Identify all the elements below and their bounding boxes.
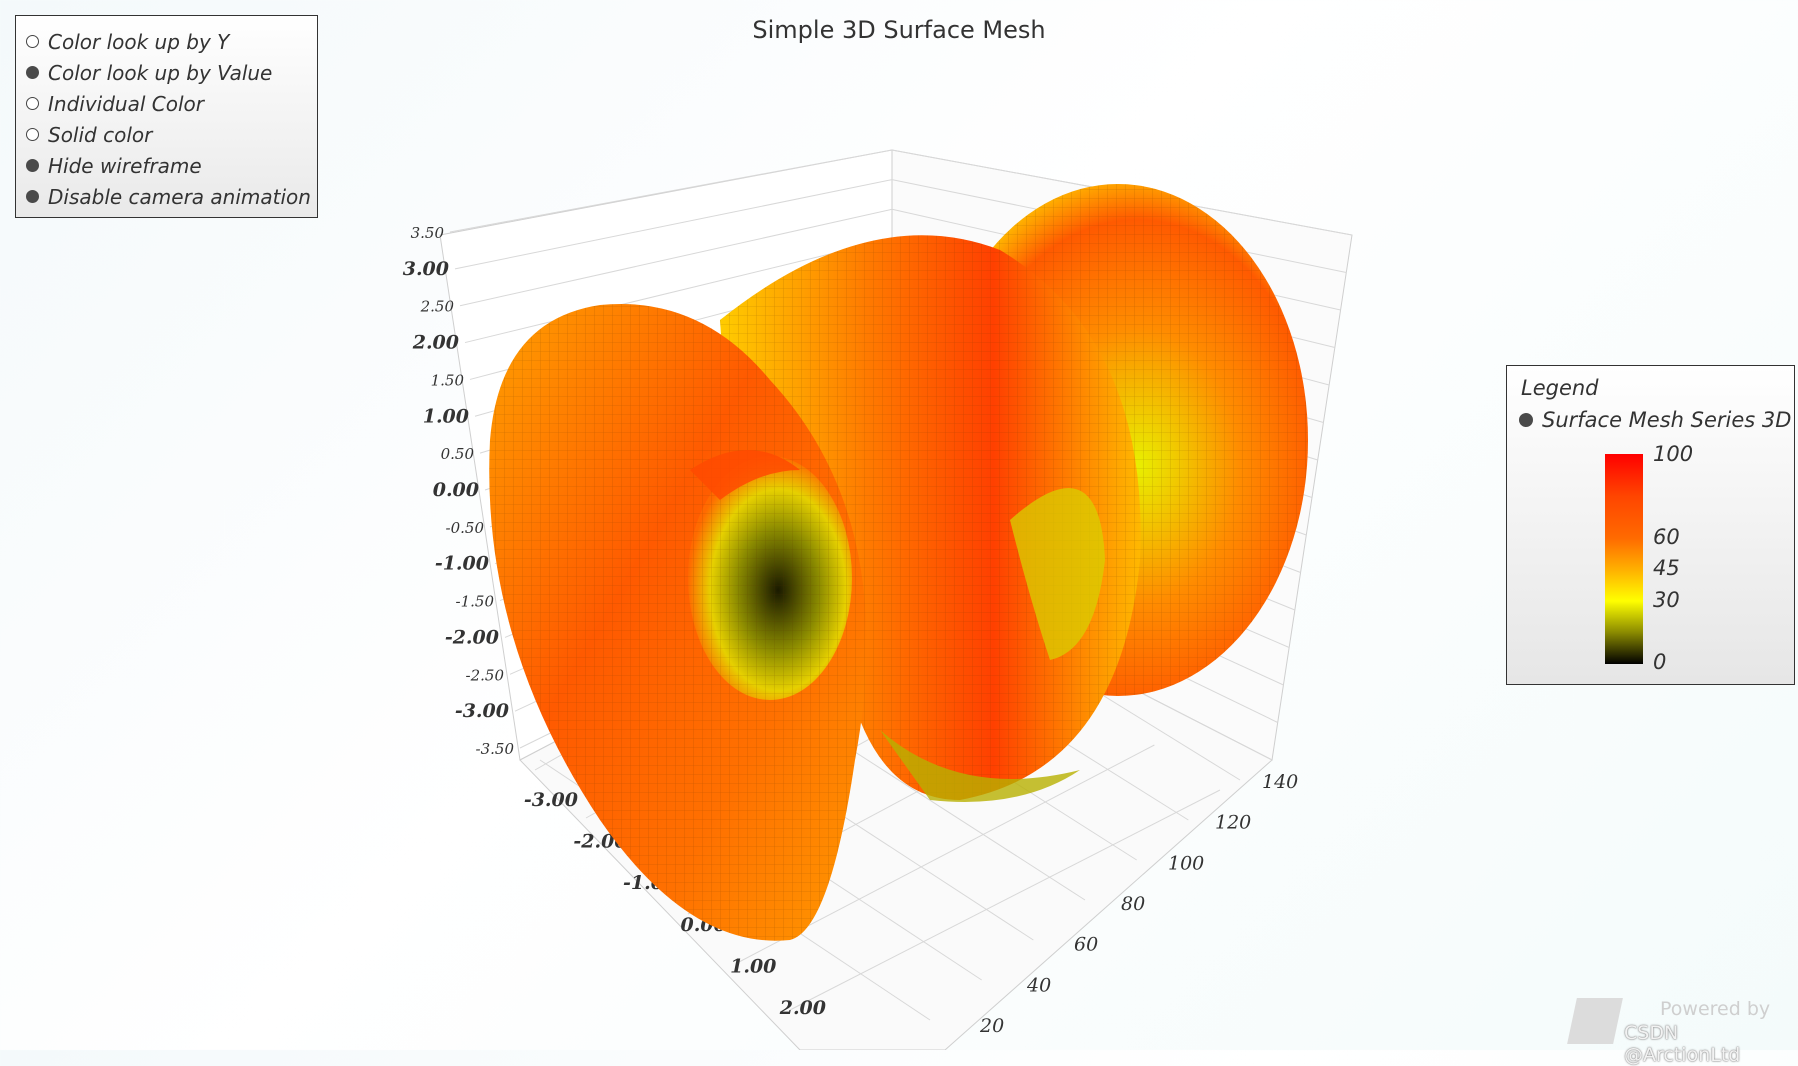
watermark-powered-text: Powered by	[1660, 998, 1771, 1020]
grid-line-y	[449, 149, 893, 233]
y-tick-label: 0.50	[441, 445, 475, 463]
z-tick-label: 60	[1074, 934, 1098, 956]
x-tick-label: 1.00	[730, 955, 776, 977]
checkbox-icon[interactable]	[26, 159, 39, 172]
y-tick-label: 1.50	[431, 371, 465, 389]
z-tick-label: 40	[1026, 974, 1051, 996]
surface-inner-highlight	[690, 450, 800, 500]
series-dot-icon	[1519, 413, 1533, 427]
color-scale-label-60: 60	[1653, 525, 1680, 549]
radio-icon[interactable]	[26, 66, 39, 79]
grid-line-y	[454, 179, 893, 270]
legend-title: Legend	[1521, 376, 1599, 400]
option-disable-camera-animation[interactable]: Disable camera animation	[26, 181, 317, 212]
option-solid-color[interactable]: Solid color	[26, 119, 317, 150]
arction-logo-icon	[1567, 998, 1623, 1044]
color-scale-bar	[1605, 454, 1643, 664]
z-tick-label: 120	[1215, 812, 1251, 834]
option-label: Disable camera animation	[48, 184, 311, 209]
y-tick-label: -1.00	[435, 553, 489, 575]
option-label: Color look up by Value	[48, 60, 273, 85]
y-tick-label: -0.50	[446, 519, 485, 537]
y-tick-label: 1.00	[423, 405, 469, 427]
y-tick-label: -1.50	[456, 593, 495, 611]
options-panel: Color look up by Y Color look up by Valu…	[15, 15, 318, 218]
y-tick-label: 0.00	[433, 479, 479, 501]
legend-series-label: Surface Mesh Series 3D	[1542, 408, 1792, 432]
option-label: Hide wireframe	[48, 153, 202, 178]
radio-icon[interactable]	[26, 97, 39, 110]
option-label: Individual Color	[48, 91, 204, 116]
color-scale-label-45: 45	[1653, 556, 1680, 580]
color-scale-label-100: 100	[1653, 442, 1694, 466]
surface-neck-shade	[1010, 488, 1105, 660]
option-label: Color look up by Y	[48, 29, 230, 54]
y-tick-label: 3.50	[411, 224, 445, 242]
watermark-credit-text: CSDN @ArctionLtd	[1624, 1022, 1741, 1066]
y-axis: 3.50 3.00 2.50 2.00 1.50 1.00 0.50 0.00 -0.50 -1.…	[403, 224, 515, 758]
z-tick-label: 140	[1262, 771, 1298, 793]
y-tick-label: 2.00	[412, 332, 459, 354]
surface-neck-bottom	[880, 730, 1080, 802]
z-tick-label: 100	[1168, 852, 1204, 874]
option-color-lookup-value[interactable]: Color look up by Value	[26, 57, 317, 88]
legend-series-entry[interactable]: Surface Mesh Series 3D	[1519, 408, 1791, 432]
surface-inner-hole-mesh	[688, 456, 852, 700]
y-tick-label: -3.00	[455, 700, 509, 722]
y-tick-label: -2.00	[445, 626, 499, 648]
y-tick-label: 3.00	[403, 258, 449, 280]
option-color-lookup-y[interactable]: Color look up by Y	[26, 26, 317, 57]
y-tick-label: -3.50	[476, 740, 515, 758]
y-tick-label: -2.50	[466, 666, 505, 684]
x-tick-label: 2.00	[779, 997, 826, 1019]
option-hide-wireframe[interactable]: Hide wireframe	[26, 150, 317, 181]
z-axis: 20 40 60 80 100 120 140	[979, 771, 1298, 1037]
z-tick-label: 80	[1121, 893, 1145, 915]
checkbox-icon[interactable]	[26, 190, 39, 203]
z-tick-label: 20	[979, 1015, 1004, 1037]
watermark: Powered by CSDN @ArctionLtd	[1567, 998, 1792, 1066]
surface-mesh	[489, 184, 1308, 941]
color-scale-label-0: 0	[1653, 650, 1667, 674]
grid-line-x	[789, 789, 1221, 1011]
option-individual-color[interactable]: Individual Color	[26, 88, 317, 119]
radio-icon[interactable]	[26, 35, 39, 48]
color-scale-label-30: 30	[1653, 588, 1680, 612]
grid-line-y	[459, 208, 893, 307]
option-label: Solid color	[48, 122, 153, 147]
x-tick-label: -3.00	[524, 789, 578, 811]
x-axis: -3.00-2.00-1.000.001.002.00	[524, 789, 826, 1019]
grid-line-y	[464, 238, 893, 344]
y-tick-label: 2.50	[420, 298, 455, 316]
legend-box: Legend Surface Mesh Series 3D 100 60 45 …	[1506, 365, 1795, 685]
chart-title: Simple 3D Surface Mesh	[752, 16, 1046, 44]
radio-icon[interactable]	[26, 128, 39, 141]
